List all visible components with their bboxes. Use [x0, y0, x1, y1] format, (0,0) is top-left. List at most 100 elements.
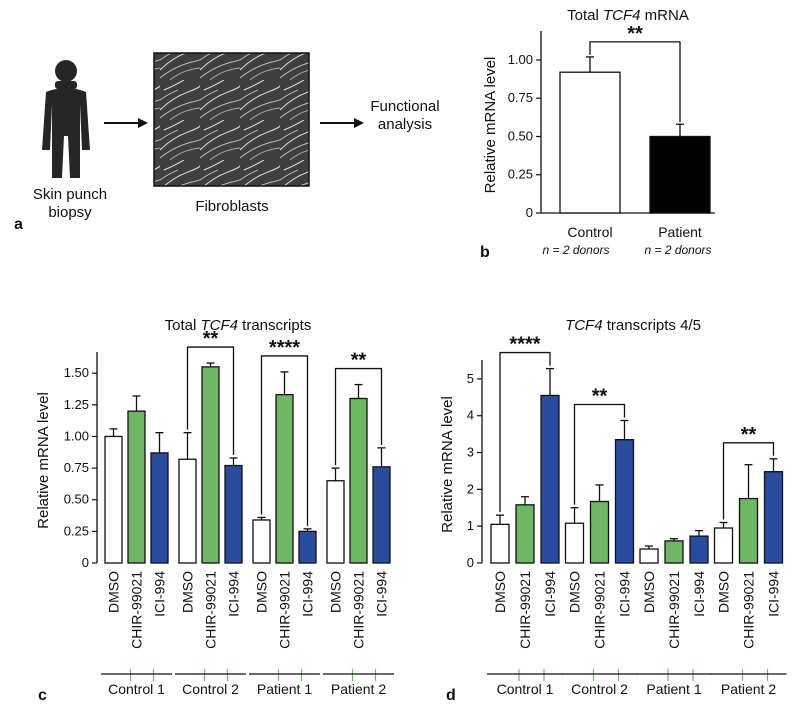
y-tick-label: 1.25	[64, 397, 89, 412]
panel-letter: b	[480, 244, 490, 261]
bar	[515, 504, 535, 564]
significance-bracket	[334, 367, 383, 466]
x-condition-label: CHIR-99021	[277, 571, 293, 649]
bar	[540, 394, 560, 564]
x-condition-label: CHIR-99021	[592, 571, 608, 649]
x-condition-label: DMSO	[328, 571, 344, 613]
significance-label: **	[592, 385, 608, 407]
significance-label: **	[203, 328, 219, 350]
panel-a: Skin punch biopsy Fibroblasts Functional…	[14, 52, 440, 233]
x-condition-label: CHIR-99021	[129, 571, 145, 649]
x-condition-label: ICI-994	[300, 571, 316, 617]
bar	[372, 466, 391, 564]
significance-bracket	[722, 442, 775, 520]
panel-letter: c	[38, 687, 47, 704]
n-label: n = 2 donors	[542, 243, 609, 257]
y-tick-label: 0	[467, 555, 474, 570]
group-label: Control 1	[108, 681, 165, 697]
y-tick-label: 1.00	[64, 428, 89, 443]
x-condition-label: ICI-994	[617, 571, 633, 617]
arrow-icon	[104, 118, 148, 128]
x-category-label: Control	[567, 224, 612, 240]
x-condition-label: CHIR-99021	[351, 571, 367, 649]
x-condition-label: DMSO	[492, 571, 508, 613]
chart-title: TCF4 transcripts 4/5	[565, 317, 701, 334]
significance-label: **	[627, 23, 643, 45]
x-condition-label: ICI-994	[226, 571, 242, 617]
x-condition-label: ICI-994	[691, 571, 707, 617]
y-axis-label: Relative mRNA level	[439, 396, 456, 533]
y-tick-label: 0	[526, 205, 533, 220]
functional-label: Functional	[370, 98, 439, 115]
x-condition-label: ICI-994	[766, 571, 782, 617]
y-tick-label: 0.50	[64, 492, 89, 507]
arrow-icon	[320, 118, 364, 128]
bar	[224, 464, 243, 564]
significance-label: ****	[269, 337, 300, 359]
y-tick-label: 0	[82, 555, 89, 570]
bar	[349, 397, 368, 564]
bar	[559, 71, 621, 214]
significance-bracket	[589, 41, 681, 123]
bar	[649, 135, 711, 214]
skin-label: biopsy	[48, 204, 92, 221]
x-condition-label: DMSO	[716, 571, 732, 613]
x-condition-label: DMSO	[180, 571, 196, 613]
group-label: Patient 2	[721, 681, 776, 697]
y-tick-label: 3	[467, 445, 474, 460]
x-condition-label: DMSO	[106, 571, 122, 613]
panel-letter: a	[14, 216, 23, 233]
bar	[490, 523, 510, 564]
significance-label: **	[741, 424, 757, 446]
bar	[252, 519, 271, 564]
bar	[763, 471, 784, 564]
significance-bracket	[260, 355, 309, 526]
x-condition-label: ICI-994	[374, 571, 390, 617]
bar	[689, 535, 709, 564]
x-condition-label: CHIR-99021	[741, 571, 757, 649]
significance-bracket	[573, 403, 626, 505]
bar	[664, 540, 684, 564]
y-tick-label: 0.75	[508, 90, 533, 105]
x-condition-label: DMSO	[567, 571, 583, 613]
x-condition-label: CHIR-99021	[666, 571, 682, 649]
chart-d: 0 1 2 3 4 5 Relative mRNA level TCF4 transcript…	[439, 317, 787, 697]
bar	[275, 394, 294, 564]
y-tick-label: 1	[467, 518, 474, 533]
y-axis-label: Relative mRNA level	[35, 392, 52, 529]
bar	[201, 366, 220, 564]
x-condition-label: DMSO	[254, 571, 270, 613]
panel-letter: d	[446, 687, 456, 704]
chart-c: 0 0.25 0.50 0.75 1.00 1.25 1.50 Relative mRNA l…	[35, 317, 394, 697]
bar	[564, 522, 585, 564]
significance-bracket	[499, 351, 551, 513]
group-label: Patient 1	[257, 681, 312, 697]
y-tick-label: 0.25	[508, 167, 533, 182]
bar	[738, 497, 759, 564]
group-label: Control 2	[571, 681, 628, 697]
bar	[326, 480, 345, 564]
significance-bracket	[186, 346, 235, 455]
y-tick-label: 1.50	[64, 365, 89, 380]
x-category-label: Patient	[658, 224, 702, 240]
n-label: n = 2 donors	[644, 243, 711, 257]
chart-b: 0 0.25 0.50 0.75 1.00 Relative mRNA level Tota…	[482, 7, 715, 240]
y-tick-label: 0.50	[508, 128, 533, 143]
chart-title: Total TCF4 transcripts	[165, 317, 312, 334]
y-tick-label: 1.00	[508, 52, 533, 67]
bar	[104, 435, 123, 564]
bar	[614, 438, 635, 564]
bar	[589, 500, 610, 564]
bar	[298, 530, 317, 564]
fibroblast-label: Fibroblasts	[195, 198, 268, 215]
group-label: Patient 1	[646, 681, 701, 697]
bar	[178, 458, 197, 564]
bar	[713, 527, 734, 564]
group-label: Patient 2	[331, 681, 386, 697]
y-tick-label: 0.75	[64, 460, 89, 475]
significance-label: **	[351, 350, 367, 372]
fibroblast-micrograph	[153, 52, 310, 187]
y-tick-label: 2	[467, 481, 474, 496]
y-tick-label: 0.25	[64, 523, 89, 538]
